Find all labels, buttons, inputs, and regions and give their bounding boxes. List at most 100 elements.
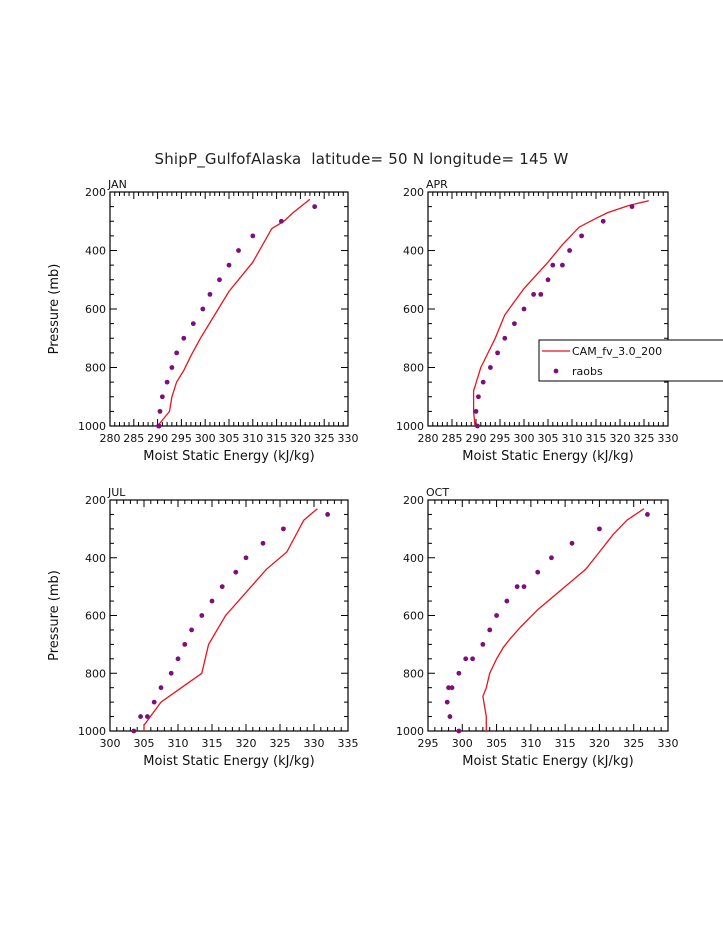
x-tick-label: 310: [168, 737, 189, 750]
legend-raobs-swatch: [553, 368, 559, 374]
panel-oct: OCT 295 300 305 310 315 320 325 330 200 400 600 800 1…: [396, 486, 679, 769]
raobs-point: [475, 423, 480, 429]
raobs-point: [312, 204, 318, 210]
y-tick-label: 400: [403, 245, 424, 258]
raobs-point: [145, 714, 150, 719]
x-axis-label: Moist Static Energy (kJ/kg): [143, 449, 314, 464]
x-tick-label: 325: [623, 737, 644, 750]
x-tick-label: 305: [219, 432, 240, 445]
x-tick-label: 295: [418, 737, 439, 750]
plot-frame: [427, 191, 669, 427]
raobs-point: [549, 555, 554, 561]
x-tick-label: 305: [134, 737, 155, 750]
y-tick-label: 200: [85, 494, 106, 507]
panel-label: APR: [426, 178, 448, 191]
y-tick-label: 800: [85, 667, 106, 680]
raobs-point: [138, 714, 144, 719]
raobs-point: [502, 335, 508, 341]
x-tick-label: 300: [195, 432, 216, 445]
raobs-point: [164, 379, 170, 385]
y-tick-label: 800: [403, 667, 424, 680]
raobs-point: [531, 291, 536, 297]
x-tick-label: 330: [658, 737, 679, 750]
raobs-point: [569, 540, 575, 546]
panel-label: JAN: [107, 178, 127, 191]
raobs-point: [550, 262, 556, 268]
raobs-point: [325, 512, 330, 517]
x-tick-label: 330: [338, 432, 359, 445]
y-tick-label: 600: [85, 610, 106, 623]
x-tick-label: 305: [538, 432, 559, 445]
x-tick-label: 285: [123, 432, 144, 445]
raobs-point: [200, 306, 206, 312]
y-axis-label: Pressure (mb): [47, 264, 62, 355]
raobs-point: [151, 699, 157, 705]
x-tick-label: 315: [202, 737, 223, 750]
raobs-point: [476, 394, 481, 400]
raobs-point: [470, 656, 475, 662]
y-tick-label: 600: [85, 303, 106, 316]
x-tick-label: 290: [147, 432, 168, 445]
raobs-point: [521, 306, 527, 312]
model-line: [143, 508, 318, 731]
x-tick-label: 280: [100, 432, 121, 445]
x-tick-label: 320: [610, 432, 631, 445]
figure-title: ShipP_GulfofAlaska latitude= 50 N longit…: [154, 150, 569, 168]
raobs-point: [199, 613, 205, 618]
raobs-point: [495, 350, 500, 356]
y-tick-label: 600: [403, 610, 424, 623]
x-tick-label: 285: [442, 432, 463, 445]
raobs-point: [473, 408, 479, 414]
raobs-point: [233, 569, 239, 575]
x-tick-label: 320: [236, 737, 257, 750]
x-tick-label: 310: [562, 432, 583, 445]
x-tick-label: 320: [589, 737, 610, 750]
raobs-point: [131, 728, 137, 734]
raobs-point: [494, 613, 499, 618]
x-tick-label: 325: [270, 737, 291, 750]
x-tick-label: 315: [555, 737, 576, 750]
raobs-point: [521, 584, 527, 590]
x-tick-label: 300: [100, 737, 121, 750]
raobs-point: [487, 627, 493, 633]
x-tick-label: 335: [338, 737, 359, 750]
raobs-point: [281, 526, 286, 532]
model-line: [482, 508, 645, 731]
raobs-point: [446, 685, 451, 691]
raobs-point: [250, 233, 256, 239]
x-tick-label: 330: [658, 432, 679, 445]
raobs-point: [175, 656, 181, 662]
plot-frame: [109, 499, 349, 732]
x-tick-label: 310: [242, 432, 263, 445]
raobs-point: [189, 627, 195, 633]
raobs-point: [169, 365, 175, 370]
raobs-point: [157, 408, 163, 414]
raobs-point: [449, 685, 455, 691]
y-axis-label: Pressure (mb): [47, 570, 62, 661]
x-tick-label: 315: [586, 432, 607, 445]
plot-frame: [109, 191, 349, 427]
panel-label: OCT: [426, 486, 449, 499]
x-tick-label: 305: [486, 737, 507, 750]
raobs-point: [538, 291, 544, 297]
raobs-point: [456, 670, 462, 676]
raobs-point: [600, 218, 606, 224]
raobs-point: [514, 584, 520, 590]
y-tick-label: 200: [403, 494, 424, 507]
raobs-point: [463, 656, 469, 662]
raobs-point: [209, 598, 215, 604]
panel-jul: JUL 300 305 310 315 320 325 330 335 200 400 600 800 1…: [47, 486, 359, 769]
y-tick-label: 400: [403, 552, 424, 565]
raobs-point: [512, 321, 517, 327]
y-tick-label: 200: [403, 186, 424, 199]
y-tick-label: 400: [85, 245, 106, 258]
x-tick-label: 330: [304, 737, 325, 750]
x-axis-label: Moist Static Energy (kJ/kg): [143, 754, 314, 769]
x-tick-label: 295: [171, 432, 192, 445]
raobs-point: [156, 423, 161, 429]
raobs-point: [488, 365, 493, 370]
raobs-point: [504, 598, 510, 604]
plot-frame: [427, 499, 669, 732]
